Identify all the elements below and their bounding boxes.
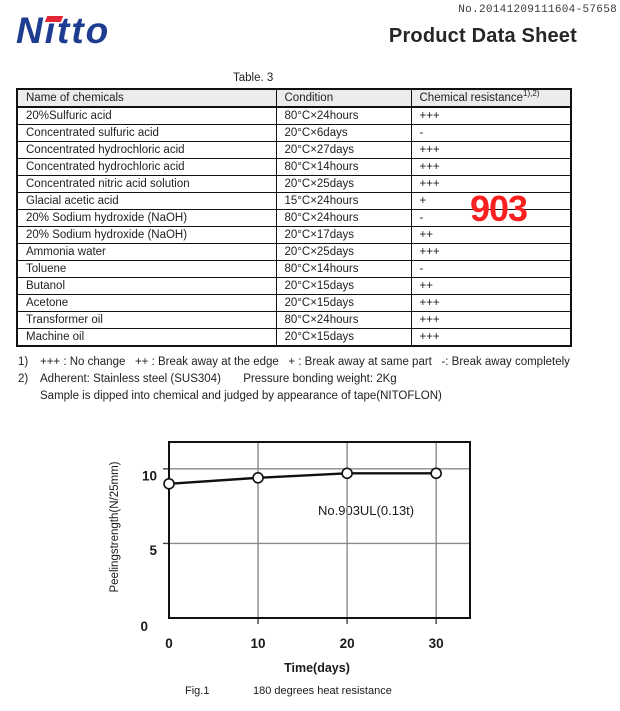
resistance-cell: +++	[410, 328, 572, 347]
table-row: 20% Sodium hydroxide (NaOH) 80°C×24hours -	[16, 209, 572, 227]
table-row: Transformer oil 80°C×24hours +++	[16, 311, 572, 329]
chemical-name-cell: 20%Sulfuric acid	[16, 106, 277, 125]
column-header-resistance: Chemical resistance1),2)	[410, 88, 572, 108]
chemical-name-cell: Concentrated nitric acid solution	[16, 175, 277, 193]
resistance-cell: -	[410, 260, 572, 278]
footnote-1: 1) +++ : No change ++ : Break away at th…	[18, 354, 598, 371]
condition-cell: 80°C×24hours	[275, 311, 412, 329]
y-tick-label: 5	[149, 543, 157, 558]
logo-red-dash-icon	[44, 16, 64, 22]
page-title: Product Data Sheet	[388, 25, 577, 47]
column-header-condition: Condition	[275, 88, 412, 108]
x-tick-label: 30	[429, 636, 444, 651]
condition-cell: 20°C×27days	[275, 141, 412, 159]
table-header-row: Name of chemicals Condition Chemical res…	[16, 88, 572, 108]
nitto-logo: Nitto	[16, 12, 110, 49]
chemical-name-cell: Machine oil	[16, 328, 277, 347]
data-point-marker	[163, 477, 175, 490]
resistance-cell: +++	[410, 243, 572, 261]
resistance-cell: +++	[410, 311, 572, 329]
condition-cell: 20°C×17days	[275, 226, 412, 244]
condition-cell: 80°C×24hours	[275, 209, 412, 227]
figure-caption-label: Fig.1	[185, 685, 209, 697]
condition-cell: 20°C×25days	[275, 175, 412, 193]
chemical-name-cell: Concentrated hydrochloric acid	[16, 141, 277, 159]
chemical-name-cell: Glacial acetic acid	[16, 192, 277, 210]
table-row: Acetone 20°C×15days +++	[16, 294, 572, 312]
table-row: 20%Sulfuric acid 80°C×24hours +++	[16, 106, 572, 125]
table-row: Butanol 20°C×15days ++	[16, 277, 572, 295]
condition-cell: 20°C×6days	[275, 124, 412, 142]
x-axis-title: Time(days)	[284, 661, 350, 675]
table-row: Machine oil 20°C×15days +++	[16, 328, 572, 347]
condition-cell: 20°C×15days	[275, 294, 412, 312]
condition-cell: 80°C×14hours	[275, 158, 412, 176]
table-row: Concentrated sulfuric acid 20°C×6days -	[16, 124, 572, 142]
plot-border	[168, 441, 471, 619]
table-caption: Table. 3	[233, 72, 274, 84]
condition-cell: 20°C×15days	[275, 277, 412, 295]
chemical-name-cell: Acetone	[16, 294, 277, 312]
footnotes: 1) +++ : No change ++ : Break away at th…	[18, 354, 598, 405]
condition-cell: 80°C×24hours	[275, 106, 412, 125]
footnote-1-text: +++ : No change ++ : Break away at the e…	[40, 356, 570, 368]
y-tick-label: 0	[140, 619, 148, 634]
table-row: Toluene 80°C×14hours -	[16, 260, 572, 278]
chemical-name-cell: Concentrated sulfuric acid	[16, 124, 277, 142]
chemical-name-cell: Concentrated hydrochloric acid	[16, 158, 277, 176]
chem-table-body: 20%Sulfuric acid 80°C×24hours +++ Concentra…	[16, 106, 572, 347]
table-row: Concentrated hydrochloric acid 20°C×27day…	[16, 141, 572, 159]
footnote-1-label: 1)	[18, 356, 29, 368]
footnote-2: 2) Adherent: Stainless steel (SUS304) Pr…	[18, 371, 598, 388]
resistance-cell: +++	[410, 175, 572, 193]
series-label: No.903UL(0.13t)	[318, 503, 414, 518]
table-row: Glacial acetic acid 15°C×24hours +	[16, 192, 572, 210]
data-point-marker	[430, 467, 442, 480]
chemical-name-cell: 20% Sodium hydroxide (NaOH)	[16, 209, 277, 227]
table-row: 20% Sodium hydroxide (NaOH) 20°C×17days ++	[16, 226, 572, 244]
resistance-cell: +++	[410, 158, 572, 176]
chemical-name-cell: Ammonia water	[16, 243, 277, 261]
resistance-cell: -	[410, 124, 572, 142]
x-tick-label: 0	[165, 636, 173, 651]
resistance-cell: +++	[410, 294, 572, 312]
column-header-name: Name of chemicals	[16, 88, 277, 108]
chemical-name-cell: 20% Sodium hydroxide (NaOH)	[16, 226, 277, 244]
document-number: No.20141209111604-57658	[458, 4, 617, 16]
resistance-cell: ++	[410, 226, 572, 244]
table-row: Ammonia water 20°C×25days +++	[16, 243, 572, 261]
chemical-name-cell: Transformer oil	[16, 311, 277, 329]
chemical-name-cell: Toluene	[16, 260, 277, 278]
chemical-name-cell: Butanol	[16, 277, 277, 295]
condition-cell: 15°C×24hours	[275, 192, 412, 210]
y-axis-title: Peelingstrength(N/25mm)	[109, 461, 121, 592]
condition-cell: 20°C×15days	[275, 328, 412, 347]
condition-cell: 20°C×25days	[275, 243, 412, 261]
x-tick-label: 10	[251, 636, 266, 651]
chemical-resistance-table: Name of chemicals Condition Chemical res…	[16, 88, 572, 347]
series-line	[168, 472, 437, 485]
resistance-cell: +++	[410, 106, 572, 125]
footnote-2-label: 2)	[18, 373, 29, 385]
x-tick-label: 20	[340, 636, 355, 651]
resistance-cell: ++	[410, 277, 572, 295]
condition-cell: 80°C×14hours	[275, 260, 412, 278]
watermark-903: 903	[470, 188, 528, 229]
data-point-marker	[341, 467, 353, 480]
table-row: Concentrated hydrochloric acid 80°C×14hou…	[16, 158, 572, 176]
chart-svg: Peelingstrength(N/25mm) No.903UL(0.13t) …	[109, 441, 471, 697]
data-point-marker	[252, 471, 264, 484]
figure-caption-text: 180 degrees heat resistance	[253, 685, 392, 697]
footnote-2-continuation: Sample is dipped into chemical and judge…	[40, 390, 442, 402]
footnote-2-text: Adherent: Stainless steel (SUS304) Press…	[40, 373, 397, 385]
resistance-cell: +++	[410, 141, 572, 159]
y-tick-label: 10	[142, 468, 157, 483]
footnote-reference: 1),2)	[523, 89, 540, 99]
